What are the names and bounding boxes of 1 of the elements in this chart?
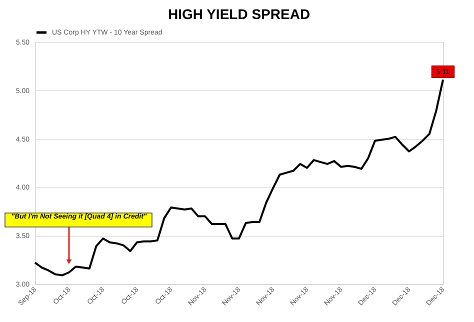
chart-title: HIGH YIELD SPREAD — [168, 6, 310, 22]
